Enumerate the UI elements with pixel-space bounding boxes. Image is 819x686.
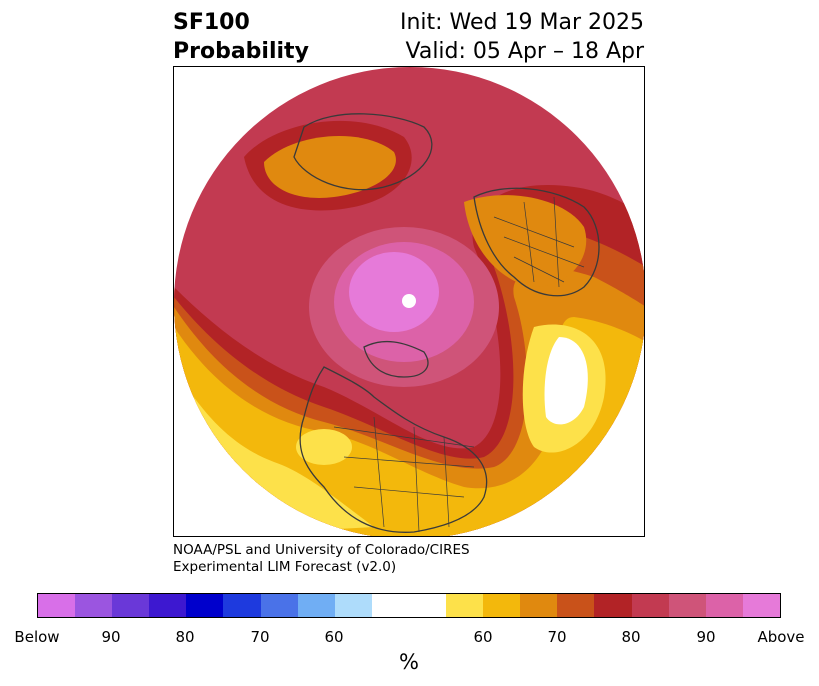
band-above-core bbox=[349, 252, 439, 332]
band-70-north bbox=[264, 135, 396, 198]
colorbar-segment bbox=[408, 594, 447, 617]
colorbar-tick-label: 90 bbox=[101, 628, 121, 646]
probability-map-svg bbox=[174, 67, 644, 536]
colorbar-segment bbox=[557, 594, 595, 617]
pole-hole bbox=[402, 294, 416, 308]
neutral-east bbox=[544, 337, 588, 425]
political-borders bbox=[333, 196, 585, 533]
colorbar-segment bbox=[112, 594, 150, 617]
probability-colorbar bbox=[37, 593, 781, 618]
band-60-center bbox=[296, 429, 352, 465]
colorbar-tick-label: 80 bbox=[621, 628, 641, 646]
credit-line-1: NOAA/PSL and University of Colorado/CIRE… bbox=[173, 542, 470, 558]
credit-block: NOAA/PSL and University of Colorado/CIRE… bbox=[173, 542, 470, 576]
colorbar-tick-label: 80 bbox=[175, 628, 195, 646]
colorbar-segment bbox=[223, 594, 261, 617]
colorbar-segment bbox=[371, 594, 409, 617]
colorbar-segment bbox=[149, 594, 187, 617]
polar-map bbox=[173, 66, 645, 537]
credit-line-2: Experimental LIM Forecast (v2.0) bbox=[173, 559, 397, 575]
colorbar-segment bbox=[742, 594, 780, 617]
colorbar-segment bbox=[705, 594, 743, 617]
colorbar-tick-label: 70 bbox=[547, 628, 567, 646]
colorbar-segment bbox=[631, 594, 669, 617]
product-name: SF100 bbox=[173, 10, 250, 35]
colorbar-tick-label: 70 bbox=[250, 628, 270, 646]
colorbar-segment bbox=[75, 594, 113, 617]
colorbar-segment bbox=[594, 594, 632, 617]
colorbar-tick-label: 90 bbox=[696, 628, 716, 646]
colorbar-segment bbox=[297, 594, 335, 617]
colorbar-tick-label: Below bbox=[14, 628, 60, 646]
colorbar-segment bbox=[483, 594, 521, 617]
valid-range: Valid: 05 Apr – 18 Apr bbox=[405, 39, 645, 64]
colorbar-tick-label: 60 bbox=[324, 628, 344, 646]
colorbar-segment bbox=[260, 594, 298, 617]
colorbar-segment bbox=[446, 594, 484, 617]
band-70-northeast bbox=[464, 195, 587, 287]
colorbar-tick-label: Above bbox=[757, 628, 805, 646]
coastlines bbox=[293, 113, 600, 533]
init-date: Init: Wed 19 Mar 2025 bbox=[399, 10, 644, 35]
forecast-dates: Init: Wed 19 Mar 2025 Valid: 05 Apr – 18… bbox=[400, 8, 644, 66]
colorbar-segment bbox=[668, 594, 706, 617]
product-title: SF100 Probability bbox=[173, 8, 309, 66]
colorbar-segment bbox=[334, 594, 372, 617]
colorbar-segment bbox=[520, 594, 558, 617]
colorbar-unit: % bbox=[399, 650, 419, 674]
product-type: Probability bbox=[173, 39, 309, 64]
colorbar-tick-label: 60 bbox=[473, 628, 493, 646]
colorbar-segment bbox=[38, 594, 76, 617]
colorbar-segment bbox=[186, 594, 224, 617]
